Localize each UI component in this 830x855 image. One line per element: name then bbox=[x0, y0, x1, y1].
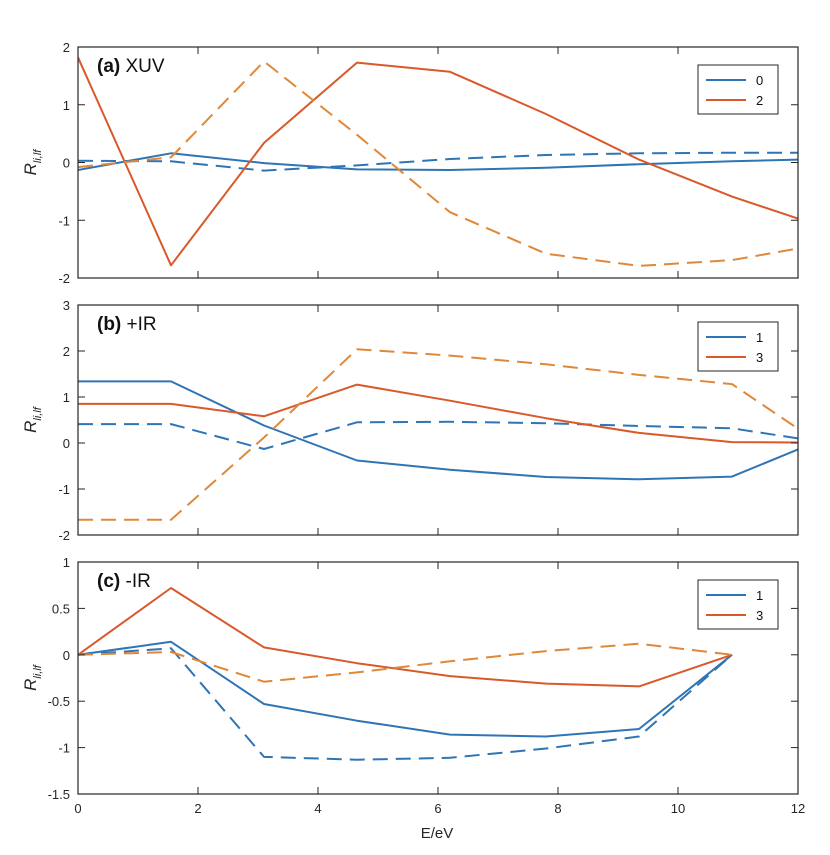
y-tick-label: 1 bbox=[63, 390, 70, 405]
y-tick-label: 3 bbox=[63, 298, 70, 313]
y-tick-label: -1.5 bbox=[48, 787, 70, 802]
y-tick-label: -1 bbox=[58, 213, 70, 228]
y-axis-title-main: R bbox=[21, 679, 40, 691]
series-line-dashed-dashed-3 bbox=[78, 348, 798, 521]
legend-label: 3 bbox=[756, 608, 763, 623]
y-tick-label: 0 bbox=[63, 156, 70, 171]
y-tick-label: 1 bbox=[63, 555, 70, 570]
y-tick-label: 2 bbox=[63, 40, 70, 55]
series-group bbox=[78, 587, 733, 761]
y-axis-title-sub: li,lf bbox=[32, 406, 44, 420]
series-line-0-solid-0 bbox=[78, 152, 798, 171]
series-line-1-solid-0 bbox=[78, 640, 733, 738]
panel-label-text: +IR bbox=[121, 314, 156, 335]
panel-label-letter: (a) bbox=[97, 56, 120, 77]
legend-label: 3 bbox=[756, 350, 763, 365]
legend-label: 2 bbox=[756, 93, 763, 108]
panel-label: (b) +IR bbox=[97, 314, 157, 335]
series-line-dashed-dashed-3 bbox=[78, 642, 733, 683]
y-tick-label: -0.5 bbox=[48, 694, 70, 709]
panel-label-letter: (b) bbox=[97, 314, 121, 335]
legend: 13 bbox=[697, 579, 779, 630]
y-tick-label: 1 bbox=[63, 98, 70, 113]
panel-label: (a) XUV bbox=[97, 56, 165, 77]
legend-label: 0 bbox=[756, 73, 763, 88]
panel-label-text: -IR bbox=[120, 571, 151, 592]
y-axis-title: Rli,lf bbox=[21, 149, 44, 176]
y-axis-title-main: R bbox=[21, 421, 40, 433]
series-line-dashed-dashed-1 bbox=[78, 151, 798, 172]
x-tick-label: 8 bbox=[554, 801, 561, 816]
y-tick-label: 0.5 bbox=[52, 601, 70, 616]
panel-label: (c) -IR bbox=[97, 571, 151, 592]
legend-label: 1 bbox=[756, 330, 763, 345]
series-line-dashed-dashed-1 bbox=[78, 647, 733, 761]
series-line-dashed-dashed-3 bbox=[78, 60, 798, 267]
y-axis-title-sub: li,lf bbox=[32, 664, 44, 678]
x-tick-label: 4 bbox=[314, 801, 321, 816]
legend: 13 bbox=[697, 321, 779, 372]
legend: 02 bbox=[697, 64, 779, 115]
x-tick-label: 6 bbox=[434, 801, 441, 816]
series-line-dashed-dashed-1 bbox=[78, 420, 798, 450]
x-tick-label: 12 bbox=[791, 801, 805, 816]
x-axis-title: E/eV bbox=[421, 825, 454, 842]
y-axis-title: Rli,lf bbox=[21, 664, 44, 691]
series-group bbox=[78, 56, 798, 267]
legend-box bbox=[697, 321, 779, 372]
y-tick-label: -1 bbox=[58, 741, 70, 756]
y-axis-title: Rli,lf bbox=[21, 406, 44, 433]
y-tick-label: 2 bbox=[63, 344, 70, 359]
legend-label: 1 bbox=[756, 588, 763, 603]
y-tick-label: -2 bbox=[58, 271, 70, 286]
panel-label-text: XUV bbox=[120, 56, 165, 77]
y-tick-label: -1 bbox=[58, 482, 70, 497]
series-line-3-solid-2 bbox=[78, 383, 798, 444]
series-group bbox=[78, 348, 798, 521]
y-tick-label: 0 bbox=[63, 648, 70, 663]
series-line-1-solid-0 bbox=[78, 380, 798, 481]
series-line-3-solid-2 bbox=[78, 587, 733, 688]
legend-box bbox=[697, 64, 779, 115]
legend-box bbox=[697, 579, 779, 630]
x-tick-label: 2 bbox=[194, 801, 201, 816]
y-tick-label: 0 bbox=[63, 436, 70, 451]
y-axis-title-sub: li,lf bbox=[32, 149, 44, 163]
series-line-2-solid-2 bbox=[78, 56, 798, 267]
x-tick-label: 0 bbox=[74, 801, 81, 816]
y-tick-label: -2 bbox=[58, 528, 70, 543]
x-tick-label: 10 bbox=[671, 801, 685, 816]
y-axis-title-main: R bbox=[21, 163, 40, 175]
panel-label-letter: (c) bbox=[97, 571, 120, 592]
